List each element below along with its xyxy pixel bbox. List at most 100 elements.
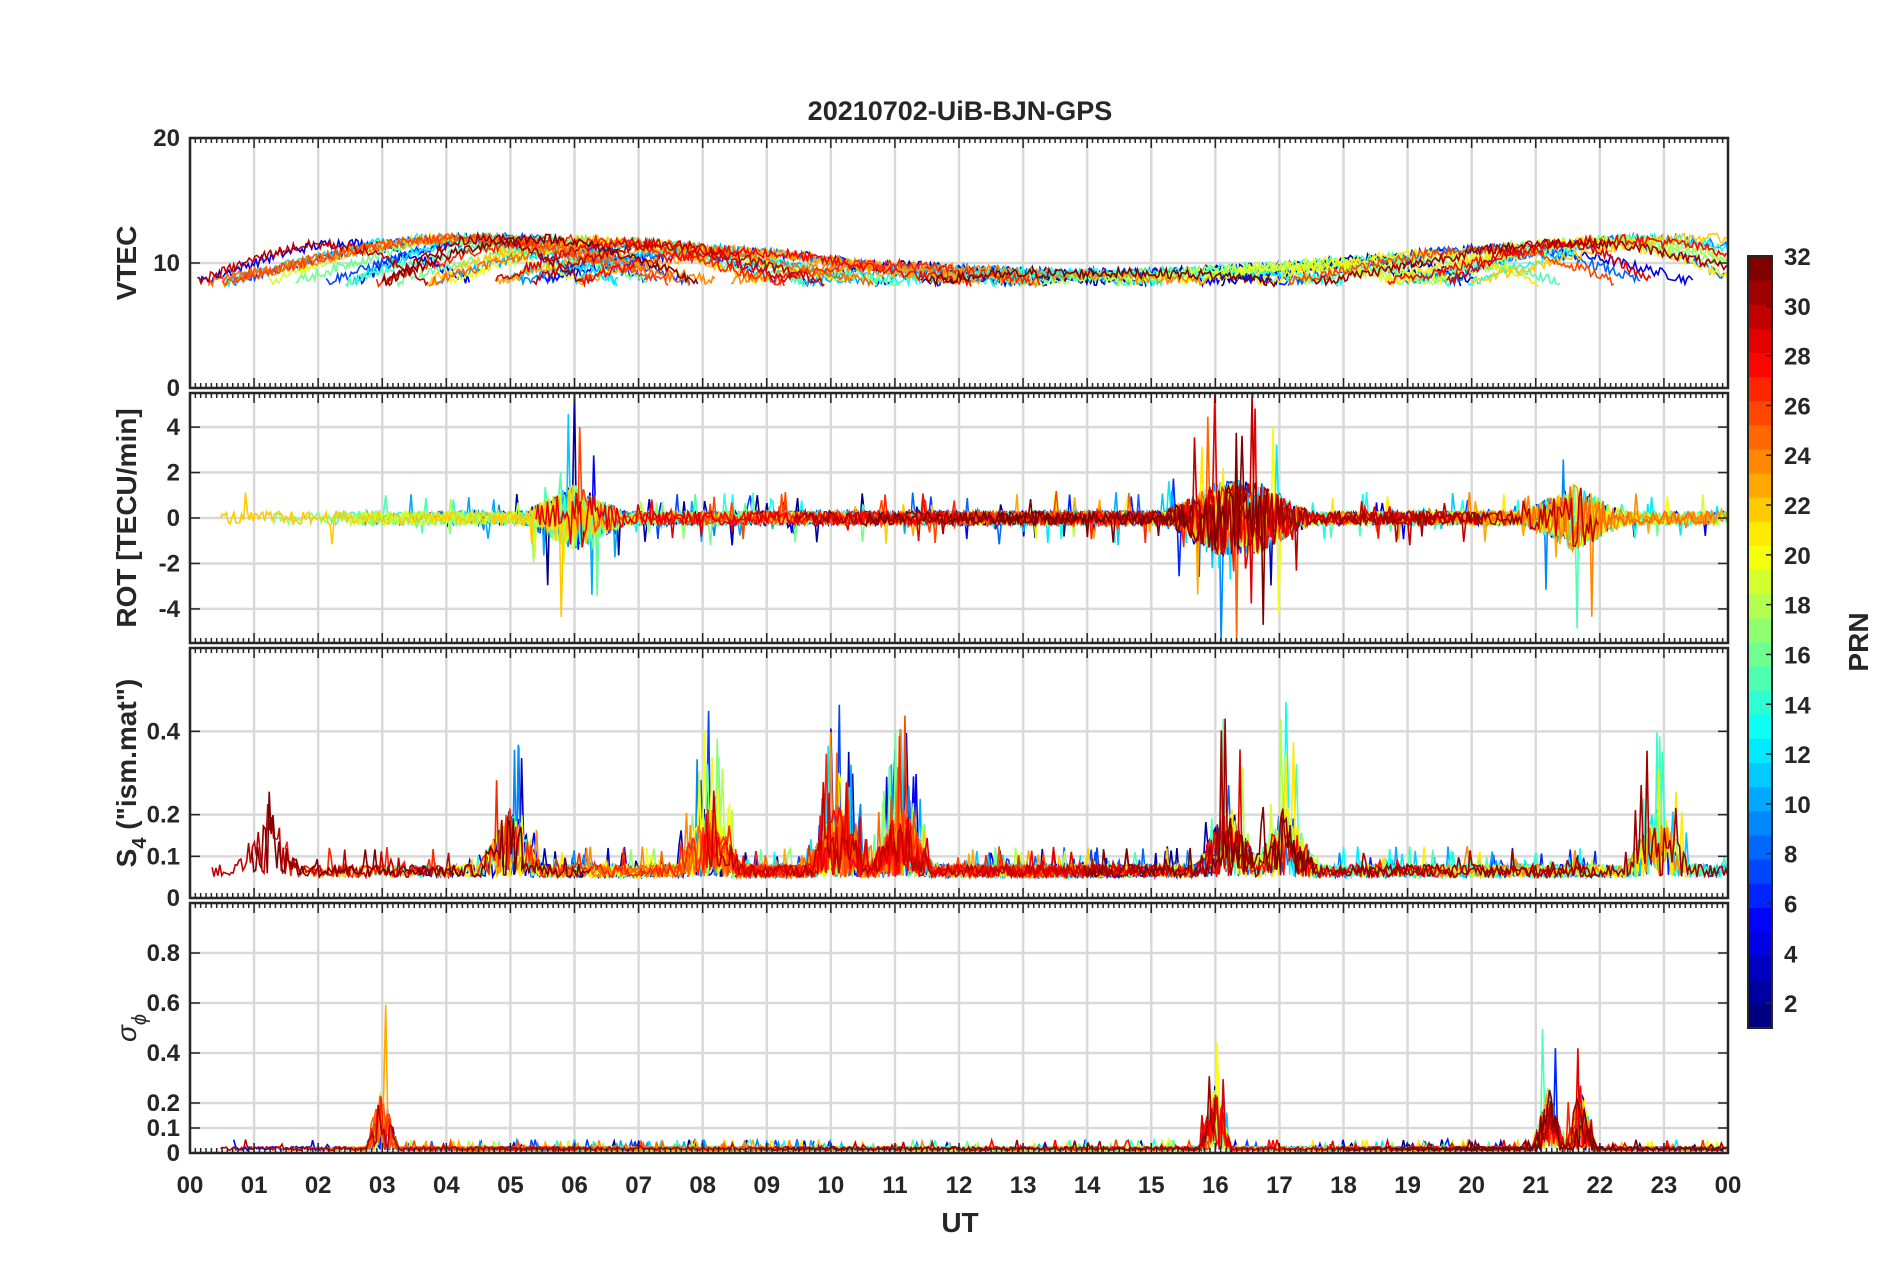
series-prn-25 — [207, 232, 690, 288]
series-prn-31 — [386, 230, 583, 287]
series-prn-26 — [221, 232, 669, 286]
colorbar-swatch — [1748, 1003, 1772, 1029]
colorbar-swatch — [1748, 280, 1772, 305]
colorbar-swatch — [1748, 400, 1772, 426]
series-prn-32 — [381, 232, 699, 287]
y-tick-label: 2 — [167, 460, 180, 487]
series-prn-22 — [219, 492, 593, 545]
y-tick-label: 0.4 — [147, 718, 181, 745]
x-tick-label: 14 — [1074, 1172, 1101, 1199]
y-tick-label: 0.4 — [147, 1040, 181, 1067]
colorbar-swatch — [1748, 473, 1772, 498]
colorbar-swatch — [1748, 424, 1772, 450]
y-tick-label: 0.1 — [147, 843, 180, 870]
series-prn-20 — [1180, 255, 1451, 286]
colorbar-swatch — [1748, 328, 1772, 353]
colorbar-swatch — [1748, 256, 1772, 281]
colorbar-tick-label: 2 — [1784, 991, 1797, 1018]
y-tick-label: 0.2 — [147, 1090, 180, 1117]
x-tick-label: 19 — [1394, 1172, 1421, 1199]
x-tick-label: 18 — [1330, 1172, 1357, 1199]
y-tick-label: 0 — [167, 1140, 180, 1167]
series-prn-32 — [866, 503, 1194, 538]
y-tick-label: 0 — [167, 505, 180, 532]
colorbar-tick-label: 30 — [1784, 294, 1811, 321]
colorbar-swatch — [1748, 449, 1772, 474]
series-prn-31 — [792, 508, 1075, 535]
x-axis-label: UT — [941, 1207, 978, 1238]
colorbar-label: PRN — [1843, 612, 1874, 671]
colorbar-tick-label: 28 — [1784, 344, 1811, 371]
colorbar-tick-label: 24 — [1784, 443, 1811, 470]
x-tick-label: 02 — [305, 1172, 332, 1199]
y-axis-label-s4: S4 ("ism.mat") — [111, 679, 151, 868]
series-prn-29 — [535, 492, 975, 548]
colorbar-tick-label: 22 — [1784, 493, 1811, 520]
colorbar-tick-label: 20 — [1784, 543, 1811, 570]
x-tick-label: 03 — [369, 1172, 396, 1199]
y-tick-label: 0.6 — [147, 990, 180, 1017]
series-prn-26 — [1288, 242, 1615, 287]
colorbar-swatch — [1748, 376, 1772, 402]
colorbar-swatch — [1748, 690, 1772, 715]
x-tick-label: 07 — [625, 1172, 652, 1199]
y-tick-label: 0 — [167, 885, 180, 912]
chart-title: 20210702-UiB-BJN-GPS — [808, 96, 1113, 126]
y-axis-label-rot: ROT [TECU/min] — [111, 408, 142, 627]
x-tick-label: 00 — [177, 1172, 204, 1199]
panel-rot: -4 -2 0 2 4 ROT [TECU/min] — [111, 391, 1730, 645]
colorbar-swatch — [1748, 835, 1772, 860]
traces-rot — [219, 393, 1728, 643]
series-prn-31 — [1312, 236, 1728, 287]
series-prn-30 — [197, 237, 429, 287]
x-tick-label: 13 — [1010, 1172, 1037, 1199]
series-prn-29 — [495, 236, 798, 283]
colorbar-swatch — [1748, 569, 1772, 595]
colorbar-swatch — [1748, 304, 1772, 329]
colorbar-swatch — [1748, 859, 1772, 884]
colorbar-swatch — [1748, 593, 1772, 619]
x-tick-label: 00 — [1715, 1172, 1742, 1199]
colorbar-swatch — [1748, 810, 1772, 836]
series-prn-31 — [1205, 718, 1597, 880]
colorbar-swatch — [1748, 545, 1772, 571]
colorbar-swatch — [1748, 979, 1772, 1005]
x-tick-label: 10 — [817, 1172, 844, 1199]
x-tick-label: 01 — [241, 1172, 268, 1199]
y-axis-label-rest: ("ism.mat") — [111, 679, 142, 838]
colorbar-tick-label: 16 — [1784, 642, 1811, 669]
series-prn-32 — [1083, 806, 1318, 880]
y-axis-label-sigma_phi: σϕ — [111, 1014, 151, 1042]
colorbar-swatch — [1748, 907, 1772, 932]
x-tick-label: 04 — [433, 1172, 460, 1199]
x-tick-label: 11 — [882, 1172, 907, 1199]
colorbar-swatch — [1748, 666, 1772, 691]
y-tick-label: 0.2 — [147, 802, 180, 829]
y-tick-label: 0.1 — [147, 1115, 180, 1142]
series-prn-30 — [532, 239, 825, 288]
x-tick-label: 17 — [1266, 1172, 1293, 1199]
x-tick-label: 05 — [497, 1172, 524, 1199]
colorbar-tick-label: 4 — [1784, 941, 1798, 968]
colorbar-swatch — [1748, 955, 1772, 981]
series-prn-15 — [344, 232, 807, 288]
colorbar-tick-label: 26 — [1784, 393, 1811, 420]
colorbar-tick-label: 18 — [1784, 593, 1811, 620]
series-prn-22 — [1470, 232, 1727, 284]
panel-sigma_phi: 00.10.2 0.4 0.6 0.8 σϕ — [111, 901, 1730, 1167]
series-prn-32 — [1456, 1089, 1727, 1153]
y-tick-label: -2 — [159, 550, 180, 577]
y-tick-label: 10 — [153, 250, 180, 277]
colorbar-swatch — [1748, 617, 1772, 643]
colorbar-swatch — [1748, 786, 1772, 812]
y-tick-label: 4 — [167, 414, 181, 441]
x-tick-label: 15 — [1138, 1172, 1165, 1199]
colorbar-swatch — [1748, 762, 1772, 788]
x-tick-labels: 00 01 02 03 04 05 06 07 08 09 10 11 12 13 14 15 16 17 18 19… — [177, 1172, 1742, 1199]
colorbar-swatch — [1748, 497, 1772, 522]
y-tick-label: -4 — [159, 596, 181, 623]
panel-vtec: 0 10 20 VTEC — [111, 125, 1730, 402]
colorbar-swatch — [1748, 931, 1772, 957]
